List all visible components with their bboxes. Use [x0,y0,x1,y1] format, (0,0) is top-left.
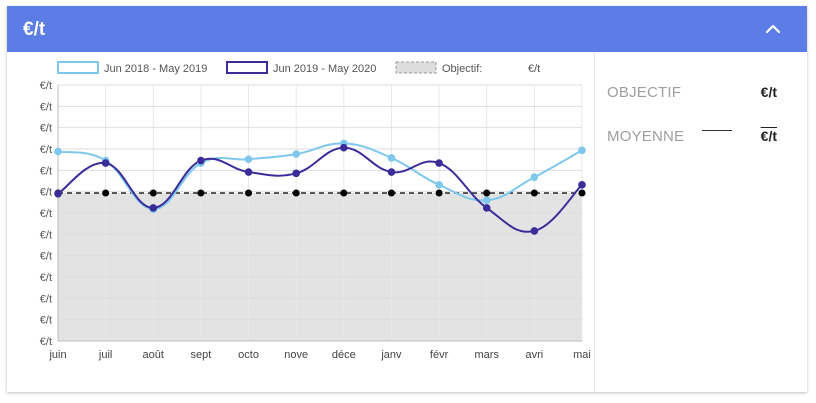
objectif-point-nove[interactable] [292,189,300,197]
vertical-divider [594,52,595,392]
x-tick-label-janv: janv [380,349,402,361]
x-tick-label-mai: mai [573,349,591,361]
legend-swatch-series1[interactable] [57,61,99,74]
series2-point-avri[interactable] [530,227,539,235]
series2-point-août[interactable] [149,204,158,212]
legend-label-objectif[interactable]: Objectif: [442,63,482,75]
y-tick-label: €/t [40,208,52,220]
moyenne-divider [702,130,732,131]
card-header[interactable]: €/t [7,6,807,52]
x-tick-label-mars: mars [475,349,500,361]
series1-point-octo[interactable] [244,155,253,164]
y-tick-label: €/t [40,80,52,92]
series2-point-octo[interactable] [244,168,253,176]
series1-point-janv[interactable] [387,154,396,162]
objectif-fill-area [58,193,582,341]
objectif-label: OBJECTIF [607,84,682,101]
legend-swatch-series2[interactable] [226,61,268,74]
series2-point-juil[interactable] [101,159,110,167]
y-tick-label: €/t [40,101,52,113]
y-tick-label: €/t [40,315,52,327]
chart-legend: Jun 2018 - May 2019 Jun 2019 - May 2020 … [57,61,540,75]
collapse-button[interactable] [761,17,785,41]
y-tick-label: €/t [40,293,52,305]
legend-swatch-objectif[interactable] [395,61,437,74]
objectif-point-mars[interactable] [483,189,491,197]
y-tick-label: €/t [40,187,52,199]
series1-point-mai[interactable] [578,146,586,155]
y-tick-label: €/t [40,165,52,177]
objectif-point-févr[interactable] [435,189,443,197]
x-tick-label-juil: juil [98,349,112,361]
line-chart: Jun 2018 - May 2019 Jun 2019 - May 2020 … [40,61,591,361]
x-tick-label-sept: sept [191,349,212,361]
legend-label-series2[interactable]: Jun 2019 - May 2020 [273,63,376,75]
y-tick-label: €/t [40,251,52,263]
series1-point-mars[interactable] [482,196,491,204]
series1-point-févr[interactable] [435,181,443,189]
y-tick-label: €/t [40,336,52,348]
stat-moyenne: MOYENNE €/t [607,128,777,150]
series1-point-avri[interactable] [530,173,539,181]
objectif-point-janv[interactable] [387,189,395,197]
series1-point-nove[interactable] [292,150,300,158]
x-tick-label-octo: octo [238,349,259,361]
x-tick-label-déce: déce [332,349,356,361]
objectif-point-avri[interactable] [530,189,538,197]
y-tick-label: €/t [40,123,52,135]
series2-point-févr[interactable] [435,159,443,167]
series2-point-juin[interactable] [54,190,62,198]
objectif-point-sept[interactable] [197,189,205,197]
y-tick-label: €/t [40,272,52,284]
objectif-point-déce[interactable] [340,189,348,197]
chevron-up-icon [765,24,781,34]
x-tick-label-avri: avri [525,349,543,361]
series2-point-déce[interactable] [340,143,348,152]
legend-objectif-unit: €/t [528,63,540,75]
moyenne-label: MOYENNE [607,128,685,145]
legend-label-series1[interactable]: Jun 2018 - May 2019 [104,63,207,75]
card-title: €/t [23,19,46,40]
series2-point-mars[interactable] [482,204,491,212]
objectif-point-août[interactable] [149,189,157,197]
objectif-value: €/t [760,84,777,100]
objectif-point-octo[interactable] [245,189,253,197]
moyenne-value: €/t [760,128,777,144]
series-line-2 [57,146,583,233]
chart-area: Jun 2018 - May 2019 Jun 2019 - May 2020 … [7,52,594,392]
x-tick-label-févr: févr [430,349,449,361]
series2-point-nove[interactable] [292,169,300,178]
objectif-point-mai[interactable] [578,189,586,197]
objectif-point-juil[interactable] [102,189,110,197]
series2-point-sept[interactable] [197,156,205,165]
stat-objectif: OBJECTIF €/t [607,84,777,106]
x-tick-label-juin: juin [48,349,66,361]
series1-point-juin[interactable] [54,147,62,156]
y-tick-label: €/t [40,229,52,241]
stats-panel: OBJECTIF €/t MOYENNE €/t [607,52,807,392]
series2-point-janv[interactable] [387,168,396,176]
x-tick-label-nove: nove [284,349,308,361]
x-tick-label-août: août [143,349,164,361]
series2-point-mai[interactable] [578,181,586,189]
plot-layer: €/t€/t€/t€/t€/t€/t€/t€/t€/t€/t€/t€/t€/tj… [40,80,591,361]
chart-card: €/t Jun 2018 - May 2019 Jun 2019 - May 2… [7,6,807,392]
y-tick-label: €/t [40,144,52,156]
